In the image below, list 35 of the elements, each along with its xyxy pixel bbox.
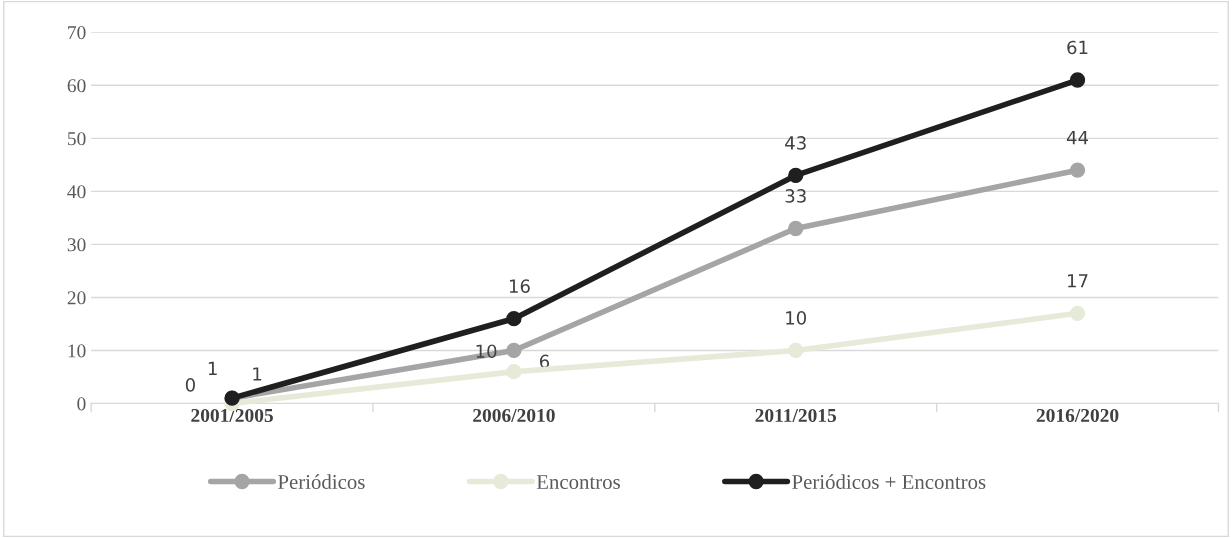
legend-label: Periódicos <box>278 474 365 490</box>
y-tick-label: 20 <box>67 291 86 305</box>
x-tick-label: 2011/2015 <box>755 408 837 423</box>
point <box>1069 162 1086 178</box>
point <box>1069 305 1086 321</box>
y-tick-label: 30 <box>67 238 86 252</box>
legend-label: Encontros <box>536 475 620 490</box>
y-tick-label: 50 <box>67 132 86 146</box>
point <box>1069 72 1086 88</box>
data-label: 1 <box>208 361 217 375</box>
y-tick-label: 0 <box>77 397 86 411</box>
point <box>788 342 804 359</box>
data-label: 10 <box>476 344 497 359</box>
y-tick-label: 10 <box>68 344 86 358</box>
y-tick-label: 60 <box>67 79 86 93</box>
point <box>506 342 522 359</box>
data-label: 44 <box>1066 131 1089 145</box>
point <box>506 311 522 327</box>
data-label: 1 <box>253 367 262 381</box>
y-tick-label: 40 <box>67 185 86 199</box>
point <box>788 167 804 184</box>
x-tick-label: 2016/2020 <box>1036 408 1119 423</box>
y-tick-label: 70 <box>68 26 86 40</box>
data-label: 16 <box>509 279 530 293</box>
data-label: 61 <box>1067 40 1088 55</box>
data-label: 33 <box>785 189 806 203</box>
x-tick-label: 2006/2010 <box>473 408 555 423</box>
data-label: 10 <box>786 311 807 325</box>
data-label: 0 <box>185 378 195 392</box>
data-label: 17 <box>1068 274 1088 288</box>
point <box>788 220 804 237</box>
legend-label: Periódicos + Encontros <box>792 474 986 490</box>
data-label: 43 <box>785 136 806 150</box>
point <box>506 364 522 380</box>
x-tick-label: 2001/2005 <box>191 408 273 423</box>
